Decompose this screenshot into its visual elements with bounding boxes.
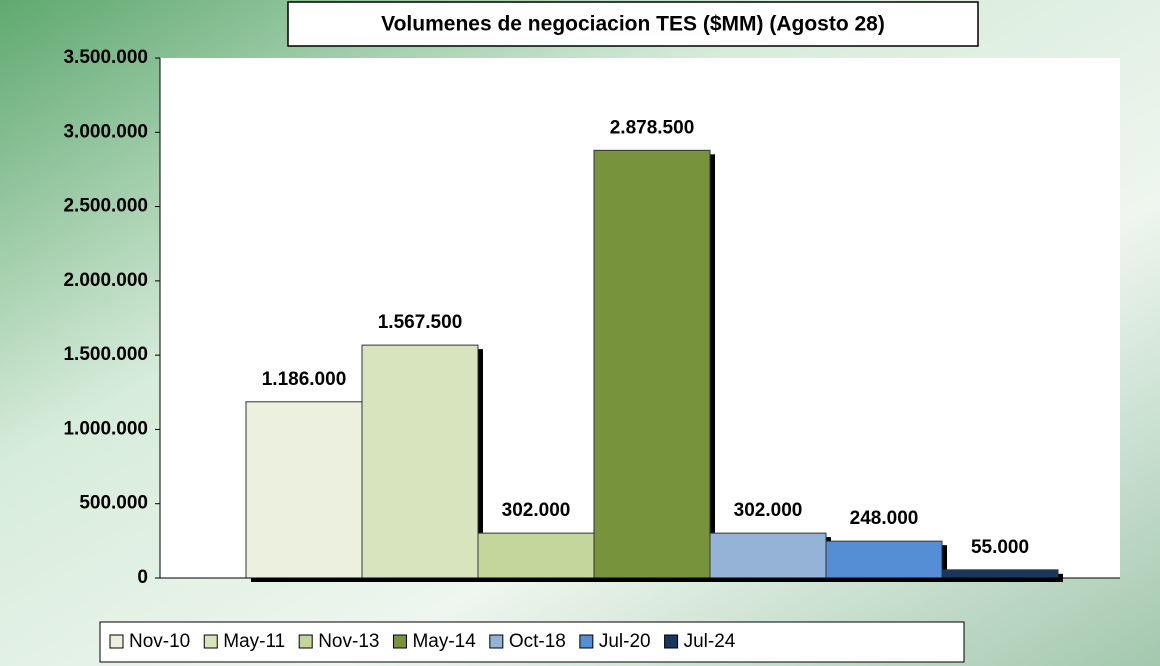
bar xyxy=(361,344,479,579)
legend-label: Nov-13 xyxy=(318,631,379,652)
y-tick-label: 2.000.000 xyxy=(63,270,148,291)
value-label: 2.878.500 xyxy=(610,117,695,138)
bar xyxy=(593,149,711,579)
y-tick-label: 1.000.000 xyxy=(63,418,148,439)
title-box xyxy=(287,1,979,47)
legend-label: Oct-18 xyxy=(509,631,566,652)
legend-swatch xyxy=(392,634,407,649)
legend-label: May-14 xyxy=(412,631,476,652)
y-tick-label: 1.500.000 xyxy=(63,344,148,365)
bar xyxy=(477,532,595,579)
legend-swatch xyxy=(298,634,313,649)
y-tick-label: 2.500.000 xyxy=(63,196,148,217)
bar xyxy=(245,401,363,579)
legend-label: May-11 xyxy=(223,631,285,652)
legend-label: Jul-24 xyxy=(684,631,736,652)
legend-swatch xyxy=(203,634,218,649)
legend-swatch xyxy=(109,634,124,649)
value-label: 1.567.500 xyxy=(378,312,463,333)
value-label: 248.000 xyxy=(850,508,919,529)
legend-swatch xyxy=(579,634,594,649)
legend-label: Jul-20 xyxy=(599,631,651,652)
chart-body: 0 500.000 1.000.000 1.500.000 2.000.000 2.500… xyxy=(63,47,1120,652)
y-tick-label: 0 xyxy=(137,567,148,588)
value-label: 55.000 xyxy=(971,537,1029,558)
bar xyxy=(825,540,943,579)
y-tick-label: 3.500.000 xyxy=(63,47,148,68)
y-tick-label: 500.000 xyxy=(79,493,148,514)
legend-swatch xyxy=(489,634,504,649)
bar xyxy=(941,569,1059,579)
legend-label: Nov-10 xyxy=(129,631,190,652)
chart-title: Volumenes de negociacion TES ($MM) (Agos… xyxy=(381,13,885,36)
value-label: 1.186.000 xyxy=(262,369,347,390)
bar xyxy=(709,532,827,579)
y-tick-label: 3.000.000 xyxy=(63,121,148,142)
legend-box xyxy=(99,621,965,663)
legend-swatch xyxy=(664,634,679,649)
value-label: 302.000 xyxy=(734,500,803,521)
value-label: 302.000 xyxy=(502,500,571,521)
